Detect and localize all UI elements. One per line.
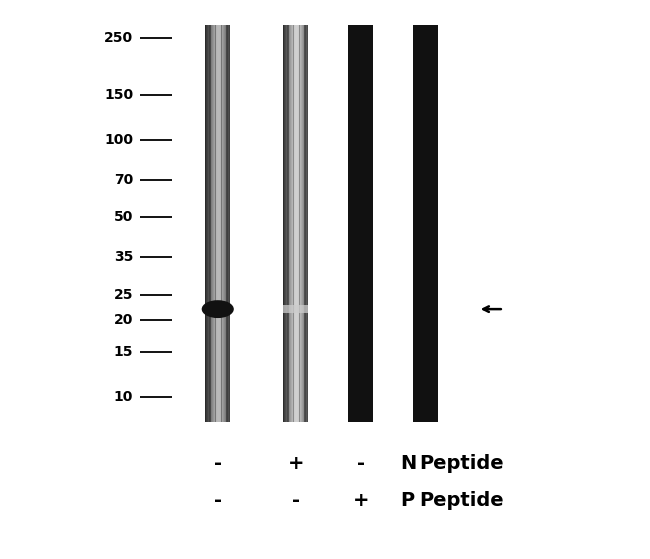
Bar: [292, 25, 294, 422]
Bar: [291, 25, 292, 422]
Bar: [294, 25, 296, 422]
Bar: [302, 25, 304, 422]
Bar: [305, 25, 306, 422]
Bar: [224, 25, 226, 422]
Bar: [205, 25, 230, 422]
Bar: [205, 25, 207, 422]
Text: Peptide: Peptide: [419, 491, 504, 510]
Text: 70: 70: [114, 173, 133, 187]
Bar: [226, 25, 227, 422]
Bar: [413, 25, 438, 422]
Text: 100: 100: [104, 133, 133, 147]
Bar: [211, 25, 212, 422]
Bar: [208, 25, 209, 422]
Bar: [283, 25, 308, 422]
Bar: [289, 25, 290, 422]
Bar: [220, 25, 222, 422]
Bar: [286, 25, 287, 422]
Bar: [295, 25, 297, 422]
Bar: [219, 25, 220, 422]
Text: 15: 15: [114, 345, 133, 359]
Bar: [308, 25, 309, 422]
Bar: [306, 25, 308, 422]
Bar: [300, 25, 302, 422]
Bar: [289, 25, 291, 422]
Text: 35: 35: [114, 250, 133, 264]
Text: 25: 25: [114, 288, 133, 302]
Bar: [283, 305, 308, 313]
Bar: [212, 25, 214, 422]
Bar: [284, 25, 286, 422]
Bar: [294, 25, 295, 422]
Bar: [224, 25, 225, 422]
Bar: [304, 25, 306, 422]
Bar: [287, 25, 289, 422]
Bar: [296, 25, 298, 422]
Bar: [290, 25, 292, 422]
Bar: [214, 25, 216, 422]
Bar: [225, 25, 226, 422]
Text: 150: 150: [104, 88, 133, 102]
Bar: [218, 25, 220, 422]
Text: -: -: [214, 491, 222, 510]
Bar: [216, 25, 218, 422]
Bar: [298, 25, 300, 422]
Bar: [209, 25, 211, 422]
Text: -: -: [214, 454, 222, 473]
Bar: [227, 25, 228, 422]
Bar: [227, 25, 229, 422]
Bar: [285, 25, 287, 422]
Bar: [217, 25, 219, 422]
Bar: [213, 25, 215, 422]
Text: -: -: [292, 491, 300, 510]
Bar: [221, 25, 222, 422]
Bar: [228, 25, 230, 422]
Text: 250: 250: [104, 31, 133, 45]
Text: 10: 10: [114, 390, 133, 404]
Bar: [306, 25, 307, 422]
Text: Peptide: Peptide: [419, 454, 504, 473]
Text: N: N: [400, 454, 416, 473]
Bar: [229, 25, 231, 422]
Bar: [222, 25, 224, 422]
Text: +: +: [352, 491, 369, 510]
Bar: [288, 25, 289, 422]
Ellipse shape: [202, 300, 234, 318]
Bar: [207, 25, 209, 422]
Bar: [283, 25, 285, 422]
Text: P: P: [400, 491, 414, 510]
Bar: [211, 25, 213, 422]
Bar: [302, 25, 303, 422]
Bar: [299, 25, 300, 422]
Bar: [214, 25, 215, 422]
Bar: [303, 25, 304, 422]
Bar: [348, 25, 373, 422]
Bar: [206, 25, 208, 422]
Bar: [300, 25, 301, 422]
Text: 20: 20: [114, 312, 133, 327]
Bar: [222, 25, 223, 422]
Bar: [216, 25, 217, 422]
Text: 50: 50: [114, 211, 133, 225]
Text: +: +: [287, 454, 304, 473]
Bar: [292, 25, 293, 422]
Bar: [307, 25, 309, 422]
Bar: [297, 25, 298, 422]
Bar: [230, 25, 231, 422]
Bar: [210, 25, 211, 422]
Text: -: -: [357, 454, 365, 473]
